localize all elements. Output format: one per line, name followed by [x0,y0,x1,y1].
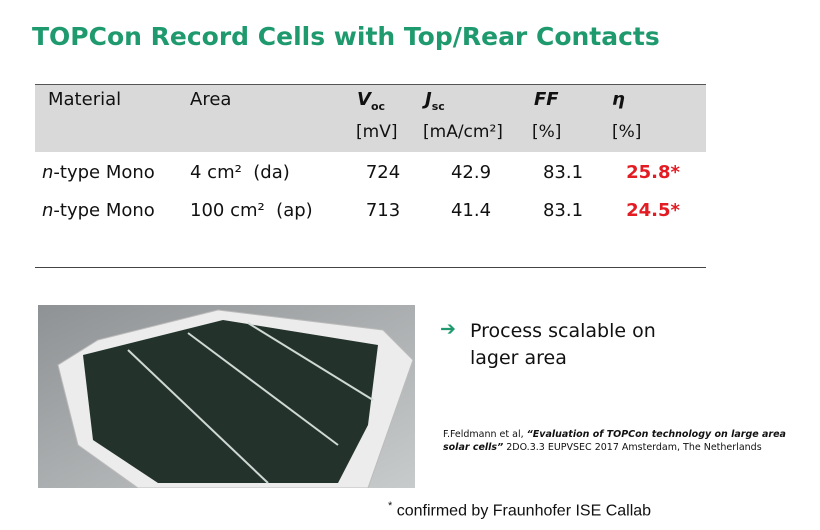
cell: n-type Mono [42,200,155,221]
unit: [%] [532,122,562,142]
cell: 83.1 [542,200,584,221]
citation-title: “Evaluation of TOPCon technology on larg… [443,429,786,453]
bullet-arrow: ➔ [440,318,456,340]
unit: [mA/cm²] [423,122,503,142]
unit: [mV] [356,122,398,142]
column-header: Material [48,89,122,110]
column-header: Area [190,89,232,110]
symbol: J [425,89,432,110]
cell: 4 cm² (da) [190,162,290,183]
subscript: oc [370,100,386,113]
footnote-mark: * [388,500,393,512]
text: -type Mono [53,200,155,221]
rule [35,267,706,268]
text: -type Mono [53,162,155,183]
cell: 41.4 [450,200,492,221]
unit: [%] [612,122,642,142]
column-header: Jsc [425,89,445,113]
cell: 42.9 [450,162,492,183]
cell: 713 [365,200,401,221]
citation-details: 2DO.3.3 EUPVSEC 2017 Amsterdam, The Neth… [503,442,762,453]
cell: n-type Mono [42,162,155,183]
symbol: V [357,89,371,110]
italic: n [42,200,54,221]
cell: 24.5* [626,200,680,221]
subscript: sc [431,100,445,113]
citation-author: F.Feldmann et al, [443,429,527,440]
column-header: FF [534,89,559,110]
cell: 83.1 [542,162,584,183]
column-header: η [612,89,625,110]
bullet-text: Process scalable on lager area [470,320,656,369]
citation: F.Feldmann et al, “Evaluation of TOPCon … [443,428,788,454]
italic: n [42,162,54,183]
cell-surface [83,320,378,483]
title: TOPCon Record Cells with Top/Rear Contac… [32,22,660,51]
column-header: Voc [357,89,386,113]
cell-photo [38,305,415,488]
footnote-text: confirmed by Fraunhofer ISE Callab [392,502,652,520]
cell: 100 cm² (ap) [190,200,313,221]
cell: 724 [365,162,401,183]
footnote: * confirmed by Fraunhofer ISE Callab [388,500,651,520]
busbar [247,322,374,401]
table-header-band [35,84,706,152]
busbar [127,349,269,484]
busbar [187,332,339,446]
cell: 25.8* [626,162,680,183]
